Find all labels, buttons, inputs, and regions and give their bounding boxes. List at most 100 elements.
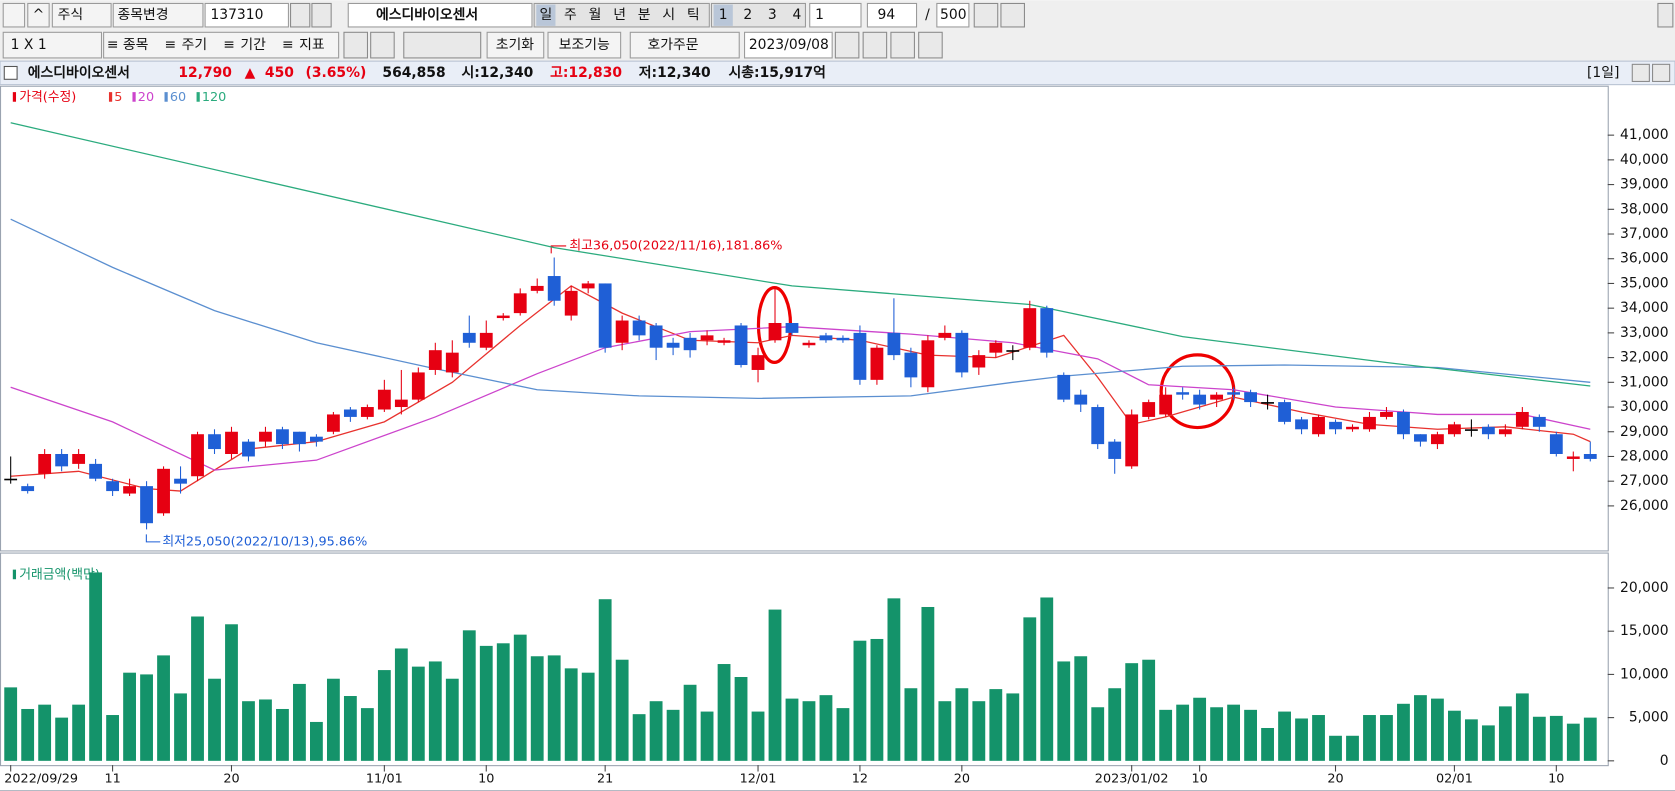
candle-body bbox=[768, 322, 782, 341]
candle-body bbox=[1006, 350, 1020, 352]
scroll-button[interactable] bbox=[1657, 2, 1674, 28]
volume-bar bbox=[1227, 704, 1241, 761]
close-button[interactable] bbox=[1652, 63, 1671, 82]
volume-bar bbox=[326, 678, 340, 761]
candle-body bbox=[38, 453, 52, 474]
grid-button[interactable] bbox=[890, 31, 915, 59]
up-button[interactable] bbox=[27, 2, 50, 28]
volume-bar bbox=[1549, 715, 1563, 761]
volume-bar bbox=[21, 708, 35, 761]
volume-bar bbox=[1583, 717, 1597, 761]
volume-bar bbox=[462, 630, 476, 761]
count-input[interactable] bbox=[866, 2, 918, 28]
info-high: 고:12,830 bbox=[550, 65, 622, 81]
menu-item: 지표 bbox=[299, 37, 325, 53]
volume-bar bbox=[72, 704, 86, 761]
volume-bar bbox=[191, 616, 204, 761]
volume-bar bbox=[870, 638, 884, 761]
volume-bar bbox=[123, 672, 136, 761]
legend-swatch bbox=[12, 569, 17, 580]
y-tick-label: 39,000 bbox=[1620, 177, 1669, 193]
candle-body bbox=[615, 320, 629, 343]
won-button[interactable] bbox=[370, 31, 395, 59]
y-tick-label: 29,000 bbox=[1620, 424, 1669, 440]
candle-body bbox=[683, 337, 697, 351]
checkbox[interactable] bbox=[3, 65, 18, 80]
candle-body bbox=[836, 337, 850, 341]
volume-bar bbox=[530, 656, 544, 761]
volume-bar bbox=[955, 688, 969, 761]
candle-body bbox=[598, 283, 612, 348]
settings-button[interactable] bbox=[862, 31, 888, 59]
volume-bar bbox=[1142, 659, 1156, 761]
menu-button[interactable] bbox=[2, 2, 26, 28]
volume-bar bbox=[632, 714, 646, 761]
legend-label: 20 bbox=[138, 90, 154, 105]
add-button[interactable] bbox=[973, 2, 999, 28]
volume-bar bbox=[276, 708, 289, 761]
candle-body bbox=[1532, 416, 1546, 427]
volume-bar bbox=[225, 624, 238, 761]
volume-bar bbox=[411, 666, 425, 761]
candle-body bbox=[445, 352, 459, 373]
candle-body bbox=[1312, 416, 1325, 435]
candle-body bbox=[1583, 453, 1597, 459]
y-tick-label: 36,000 bbox=[1620, 251, 1669, 267]
candle-body bbox=[276, 429, 289, 445]
candle-body bbox=[428, 350, 442, 370]
number-tab: 3 bbox=[768, 7, 777, 23]
search-button[interactable] bbox=[290, 2, 311, 28]
candle-body bbox=[293, 431, 306, 445]
y-tick-label: 15,000 bbox=[1620, 623, 1669, 639]
candle-body bbox=[1023, 308, 1037, 348]
candle-body bbox=[1142, 402, 1156, 417]
volume-bar bbox=[1295, 718, 1308, 761]
market-select[interactable] bbox=[51, 2, 112, 28]
active-number bbox=[713, 4, 733, 26]
playback-buttons[interactable] bbox=[403, 31, 482, 59]
candle-body bbox=[1040, 308, 1054, 353]
stock-name-box[interactable] bbox=[347, 2, 533, 28]
calendar-button[interactable] bbox=[834, 31, 860, 59]
interval-input[interactable] bbox=[809, 2, 862, 28]
volume-bar bbox=[768, 609, 782, 761]
save-button[interactable] bbox=[1000, 2, 1025, 28]
zoom-button[interactable] bbox=[918, 31, 943, 59]
volume-bar bbox=[1329, 735, 1342, 761]
candle-body bbox=[4, 478, 18, 481]
max-input[interactable] bbox=[936, 2, 970, 28]
date: 2023/09/08 bbox=[749, 37, 829, 53]
code-input[interactable] bbox=[204, 2, 289, 28]
volume-bar bbox=[1532, 716, 1546, 761]
favorite-button[interactable] bbox=[311, 2, 332, 28]
candle-body bbox=[1074, 394, 1088, 405]
volume-bar bbox=[615, 659, 629, 761]
candle-body bbox=[1363, 416, 1376, 430]
candle-body bbox=[360, 407, 374, 417]
x-tick-label: 2023/01/02 bbox=[1095, 771, 1169, 786]
candle-body bbox=[513, 293, 527, 314]
change-stock[interactable] bbox=[112, 2, 204, 28]
volume-bar bbox=[38, 704, 52, 761]
volume-title: 거래금액(백만) bbox=[19, 567, 100, 582]
order-button[interactable] bbox=[629, 31, 740, 59]
y-tick-label: 0 bbox=[1660, 753, 1669, 769]
layout-button[interactable] bbox=[2, 31, 103, 59]
candle-body bbox=[21, 486, 35, 492]
candle-body bbox=[394, 399, 408, 408]
volume-bar bbox=[1176, 704, 1190, 761]
candle-body bbox=[1159, 394, 1173, 415]
candle-body bbox=[259, 431, 272, 442]
reset-button[interactable] bbox=[486, 31, 545, 59]
aux-button[interactable] bbox=[547, 31, 622, 59]
volume-bar bbox=[598, 599, 612, 761]
moving-average-line bbox=[10, 218, 1591, 400]
period-tab: 년 bbox=[613, 7, 626, 23]
volume-bar bbox=[1397, 703, 1410, 761]
candle-body bbox=[89, 463, 103, 479]
date-input[interactable] bbox=[744, 31, 833, 59]
move-button[interactable] bbox=[343, 31, 369, 59]
svg-text:≡: ≡ bbox=[223, 37, 235, 53]
maximize-button[interactable] bbox=[1631, 63, 1650, 82]
x-tick-label: 11 bbox=[104, 771, 120, 786]
